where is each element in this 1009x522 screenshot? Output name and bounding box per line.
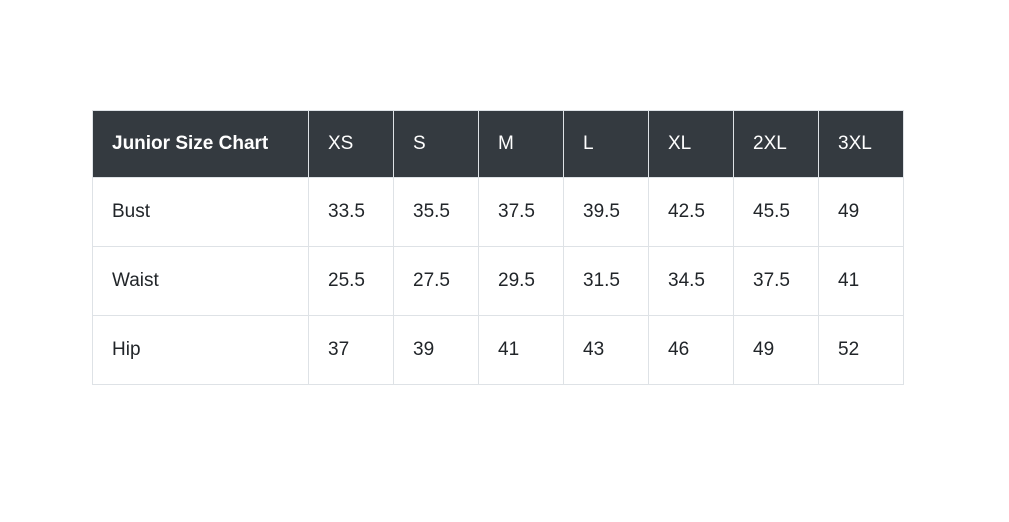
header-cell-l: L <box>563 110 649 178</box>
table-row-waist: Waist 25.5 27.5 29.5 31.5 34.5 37.5 41 <box>92 246 904 316</box>
row-label-bust: Bust <box>92 177 309 247</box>
header-cell-xs: XS <box>308 110 394 178</box>
table-header-row: Junior Size Chart XS S M L XL 2XL 3XL <box>92 110 904 178</box>
hip-value-xl: 46 <box>648 315 734 385</box>
bust-value-s: 35.5 <box>393 177 479 247</box>
waist-value-xl: 34.5 <box>648 246 734 316</box>
table-body: Bust 33.5 35.5 37.5 39.5 42.5 45.5 49 Wa… <box>92 177 904 385</box>
waist-value-2xl: 37.5 <box>733 246 819 316</box>
waist-value-s: 27.5 <box>393 246 479 316</box>
hip-value-l: 43 <box>563 315 649 385</box>
bust-value-xs: 33.5 <box>308 177 394 247</box>
bust-value-xl: 42.5 <box>648 177 734 247</box>
row-label-waist: Waist <box>92 246 309 316</box>
table-row-hip: Hip 37 39 41 43 46 49 52 <box>92 315 904 385</box>
table-header: Junior Size Chart XS S M L XL 2XL 3XL <box>92 110 904 178</box>
header-cell-2xl: 2XL <box>733 110 819 178</box>
hip-value-3xl: 52 <box>818 315 904 385</box>
waist-value-3xl: 41 <box>818 246 904 316</box>
waist-value-m: 29.5 <box>478 246 564 316</box>
bust-value-l: 39.5 <box>563 177 649 247</box>
bust-value-2xl: 45.5 <box>733 177 819 247</box>
size-chart-container: Junior Size Chart XS S M L XL 2XL 3XL Bu… <box>92 110 904 385</box>
hip-value-m: 41 <box>478 315 564 385</box>
table-title-cell: Junior Size Chart <box>92 110 309 178</box>
header-cell-xl: XL <box>648 110 734 178</box>
bust-value-3xl: 49 <box>818 177 904 247</box>
bust-value-m: 37.5 <box>478 177 564 247</box>
waist-value-xs: 25.5 <box>308 246 394 316</box>
header-cell-3xl: 3XL <box>818 110 904 178</box>
header-cell-s: S <box>393 110 479 178</box>
waist-value-l: 31.5 <box>563 246 649 316</box>
table-row-bust: Bust 33.5 35.5 37.5 39.5 42.5 45.5 49 <box>92 177 904 247</box>
hip-value-2xl: 49 <box>733 315 819 385</box>
junior-size-chart-table: Junior Size Chart XS S M L XL 2XL 3XL Bu… <box>92 110 904 385</box>
header-cell-m: M <box>478 110 564 178</box>
row-label-hip: Hip <box>92 315 309 385</box>
hip-value-xs: 37 <box>308 315 394 385</box>
hip-value-s: 39 <box>393 315 479 385</box>
